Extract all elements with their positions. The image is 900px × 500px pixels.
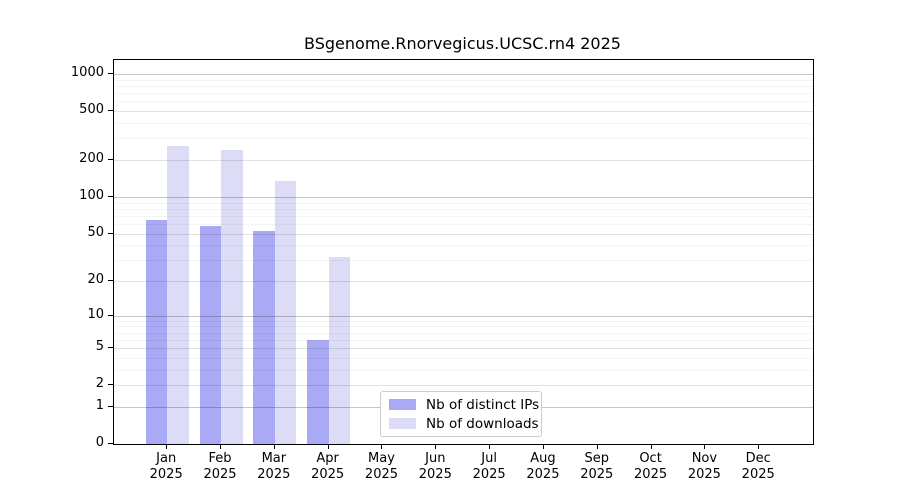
gridline [114,281,813,282]
x-tick-mark [596,444,598,449]
x-tick-label: Dec 2025 [741,451,775,482]
gridline-major [114,74,813,76]
x-tick-label: Nov 2025 [687,451,721,482]
legend-swatch-distinct-ips [389,399,416,410]
x-tick-label: May 2025 [364,451,399,482]
bar-distinct-ips [253,231,275,444]
y-tick-label: 20 [87,272,104,287]
x-tick-mark [650,444,652,449]
y-tick-mark [108,195,113,197]
x-tick-mark [704,444,706,449]
y-tick-mark [108,73,113,75]
gridline-minor [114,208,813,210]
x-tick-mark [327,444,329,449]
plot-area [113,59,814,445]
gridline-minor [114,369,813,371]
gridline [114,385,813,387]
x-tick-mark [273,444,275,449]
bar-distinct-ips [199,225,222,444]
gridline-minor [114,320,813,322]
gridline-minor [114,332,813,334]
legend-item-downloads: Nb of downloads [381,416,541,432]
y-tick-mark [108,405,113,407]
x-tick-label: Aug 2025 [526,451,560,482]
gridline-minor [114,245,813,247]
y-tick-label: 10 [87,306,104,322]
gridline-minor [114,357,813,359]
x-tick-label: Mar 2025 [257,451,291,482]
legend-swatch-downloads [389,418,416,429]
y-tick-mark [108,314,113,316]
x-tick-label: Jan 2025 [149,451,183,482]
y-tick-label: 0 [95,435,104,450]
x-tick-mark [489,444,491,449]
gridline-minor [114,123,813,125]
gridline-minor [114,79,813,81]
gridline-major [114,196,813,198]
y-tick-mark [108,159,113,161]
gridline-minor [114,202,813,204]
x-tick-mark [166,444,168,449]
x-tick-label: Jul 2025 [472,451,506,482]
x-tick-label: Feb 2025 [203,451,237,482]
gridline-minor [114,86,813,88]
gridline-minor [114,326,813,328]
bar-downloads [328,256,351,444]
x-tick-label: Sep 2025 [580,451,614,482]
bar-distinct-ips [145,219,168,444]
x-tick-mark [435,444,437,449]
legend-label-downloads: Nb of downloads [426,415,539,432]
gridline-minor [114,260,813,262]
gridline-minor [114,101,813,103]
gridline-minor [114,339,813,341]
gridline-minor [114,138,813,140]
x-tick-mark [758,444,760,449]
bar-distinct-ips [307,339,329,444]
x-tick-label: Apr 2025 [311,451,345,482]
y-tick-label: 200 [79,151,104,167]
chart-title: BSgenome.Rnorvegicus.UCSC.rn4 2025 [304,34,621,53]
legend-item-distinct-ips: Nb of distinct IPs [381,397,541,413]
legend: Nb of distinct IPs Nb of downloads [380,391,542,437]
gridline [114,111,813,113]
y-tick-mark [108,280,113,281]
bar-downloads [167,146,189,444]
gridline-major [114,315,813,317]
x-tick-label: Oct 2025 [634,451,668,482]
bar-downloads [274,180,297,444]
y-tick-mark [108,232,113,234]
legend-label-distinct-ips: Nb of distinct IPs [426,396,540,413]
gridline [114,233,813,235]
x-tick-mark [542,444,544,449]
y-tick-label: 2 [95,376,104,392]
y-tick-mark [108,110,113,112]
bar-downloads [221,150,243,444]
y-tick-label: 100 [79,187,104,203]
y-tick-label: 50 [87,224,104,240]
x-tick-mark [381,444,383,449]
x-tick-label: Jun 2025 [418,451,452,482]
y-tick-mark [108,384,113,386]
gridline [114,348,813,350]
gridline-minor [114,223,813,225]
y-tick-label: 1000 [70,65,104,81]
y-tick-label: 1 [95,397,104,413]
y-tick-label: 5 [95,339,104,355]
x-tick-mark [220,444,222,449]
y-tick-label: 500 [79,102,104,118]
y-tick-mark [108,443,113,444]
gridline [114,160,813,162]
y-tick-mark [108,347,113,349]
gridline-minor [114,93,813,95]
gridline-minor [114,215,813,217]
